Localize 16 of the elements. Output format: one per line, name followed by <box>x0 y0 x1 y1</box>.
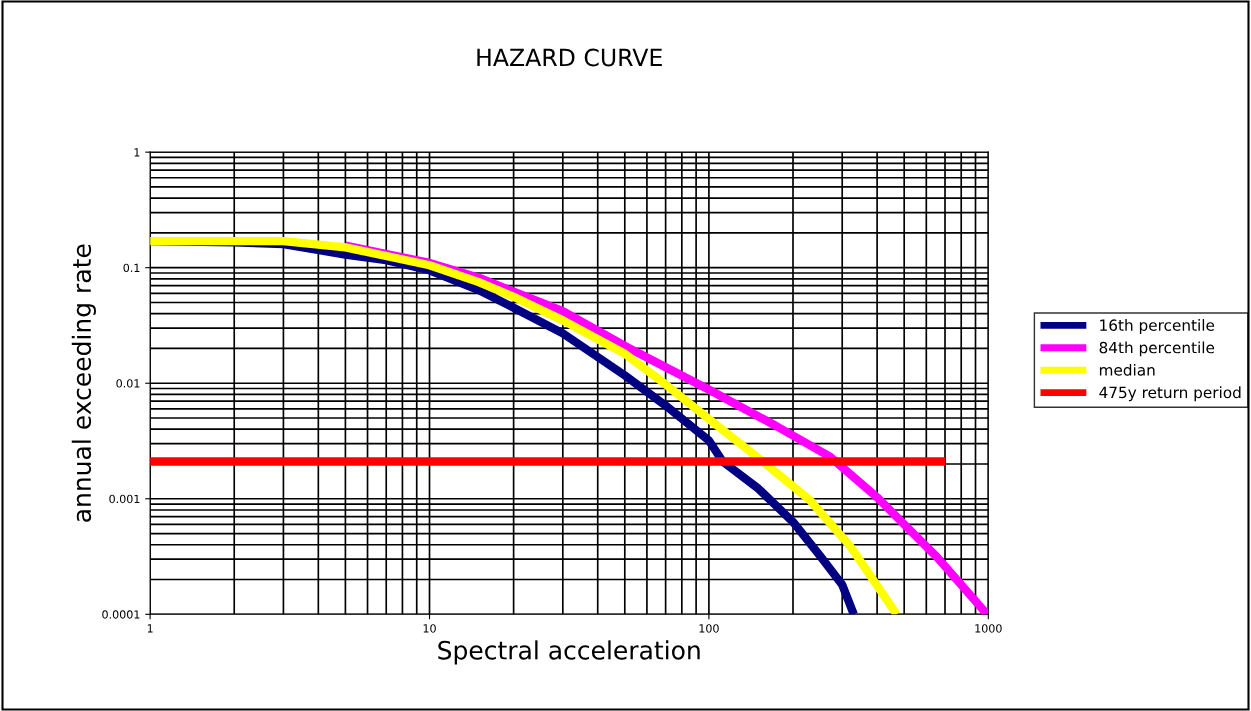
x-tick-label: 1000 <box>975 624 1002 633</box>
legend-label: 475y return period <box>1099 386 1241 402</box>
chart-title: HAZARD CURVE <box>477 48 662 67</box>
x-tick-label: 10 <box>423 624 436 633</box>
x-tick-label: 100 <box>699 624 719 633</box>
y-tick-label: 0.01 <box>116 379 140 388</box>
x-axis-title: Spectral acceleration <box>438 640 700 665</box>
y-tick-label: 0.1 <box>123 263 140 273</box>
y-tick-label: 0.001 <box>109 494 140 504</box>
legend-label: median <box>1099 363 1155 376</box>
legend-label: 84th percentile <box>1099 341 1215 357</box>
y-axis-title: annual exceeding rate <box>71 244 96 522</box>
legend-label: 16th percentile <box>1100 319 1215 334</box>
y-tick-label: 1 <box>134 148 140 157</box>
x-tick-label: 1 <box>147 624 153 633</box>
y-tick-label: 0.0001 <box>102 610 140 619</box>
